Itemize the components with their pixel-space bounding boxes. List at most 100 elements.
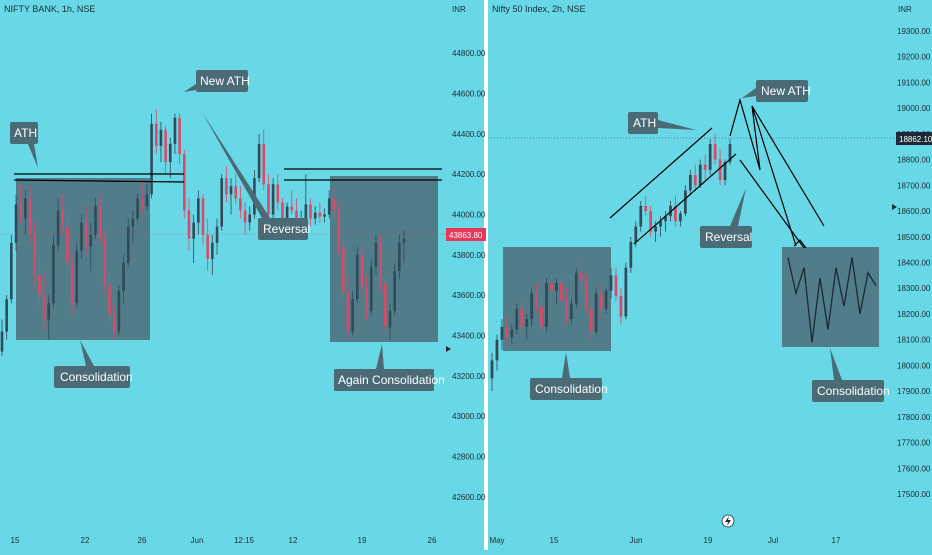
left-currency-label: INR <box>452 5 466 14</box>
candle <box>75 242 79 308</box>
callout-reversal-text: Reversal <box>263 222 310 236</box>
candle-body <box>42 295 46 320</box>
candle-body <box>150 123 153 195</box>
left-chart-title: NIFTY BANK, 1h, NSE <box>4 4 95 14</box>
candle <box>365 275 368 320</box>
candle <box>94 198 97 239</box>
candle <box>555 277 558 304</box>
callout-new-ath-right-text: New ATH <box>761 84 811 98</box>
candle-body <box>206 234 209 259</box>
candle-body <box>560 283 563 302</box>
candle <box>154 109 158 155</box>
projection-arrowhead <box>793 239 807 249</box>
candle <box>495 334 499 371</box>
candle <box>150 113 153 199</box>
callout-consolidation-left: Consolidation <box>54 340 133 388</box>
candle <box>500 319 504 351</box>
left-y-tick: 43800.00 <box>452 251 486 260</box>
candle <box>708 138 712 175</box>
left-candles <box>0 109 406 356</box>
candle <box>402 230 406 263</box>
candle <box>728 138 732 165</box>
right-x-tick: May <box>489 536 504 545</box>
right-scroll-marker-icon[interactable] <box>892 204 897 210</box>
candle-body <box>589 308 593 332</box>
candle <box>290 190 294 215</box>
again-consolidation-box <box>330 176 438 342</box>
candle-body <box>98 206 102 239</box>
callout-reversal: Reversal <box>202 112 310 240</box>
candle-body <box>248 214 252 223</box>
candle-body <box>183 154 186 211</box>
candle-body <box>540 306 543 327</box>
candle <box>565 288 568 325</box>
candle-body <box>639 205 643 227</box>
candle <box>183 149 186 219</box>
candle-body <box>126 226 130 263</box>
candle <box>614 267 618 302</box>
candle <box>33 222 37 286</box>
left-y-tick: 43200.00 <box>452 372 486 381</box>
left-x-tick: 26 <box>138 536 147 545</box>
right-x-tick: 19 <box>704 536 713 545</box>
candle-body <box>229 186 233 195</box>
callout-consolidation-right-1-text: Consolidation <box>535 382 608 396</box>
candle-body <box>192 222 195 239</box>
candle-body <box>285 206 289 219</box>
candle <box>604 288 608 314</box>
candle <box>61 194 65 235</box>
candle-body <box>674 205 677 222</box>
candle-body <box>131 218 135 227</box>
right-y-tick: 17500.00 <box>897 490 931 499</box>
candle-body <box>178 117 181 155</box>
candle-body <box>594 293 598 332</box>
left-x-axis: 15 22 26 Jun 12:15 12 19 26 <box>11 536 437 545</box>
right-x-tick: Jul <box>768 536 778 545</box>
candle-body <box>187 210 191 239</box>
candle <box>388 303 392 340</box>
candle <box>649 205 653 237</box>
candle-body <box>659 221 662 227</box>
candle-body <box>14 204 18 243</box>
nifty-bank-panel: NIFTY BANK, 1h, NSE INR 44800.00 44600.00… <box>0 4 486 545</box>
left-scroll-marker-icon[interactable] <box>446 346 451 352</box>
candle <box>525 313 529 340</box>
candle <box>0 319 4 356</box>
candle-body <box>388 311 392 328</box>
candle-body <box>728 144 732 163</box>
candle-body <box>103 238 107 286</box>
right-y-tick: 19100.00 <box>897 78 931 87</box>
callout-reversal-right: Reversal <box>700 188 752 248</box>
candle <box>318 202 322 223</box>
candle <box>98 194 102 245</box>
candle <box>42 271 46 330</box>
candle-body <box>332 198 336 211</box>
candle <box>145 184 149 211</box>
left-y-axis: 44800.00 44600.00 44400.00 44200.00 44000.00… <box>452 49 486 502</box>
candle-body <box>565 301 568 320</box>
left-y-tick: 44200.00 <box>452 170 486 179</box>
candle <box>234 174 238 205</box>
candle-body <box>369 266 373 312</box>
candle <box>609 267 613 299</box>
candle <box>168 137 172 179</box>
candle-body <box>281 202 284 219</box>
candle <box>560 275 563 309</box>
candle-body <box>365 287 368 312</box>
candle <box>211 234 214 276</box>
panel-divider <box>484 0 488 550</box>
candle-body <box>599 293 603 309</box>
candle <box>140 182 144 215</box>
right-y-tick: 18200.00 <box>897 310 931 319</box>
candle-body <box>609 275 613 291</box>
callout-again-consolidation-text: Again Consolidation <box>338 373 445 387</box>
candle <box>535 283 538 314</box>
candle-body <box>262 143 266 185</box>
candle-body <box>500 326 504 340</box>
candle-body <box>723 162 727 181</box>
candle-body <box>402 238 406 243</box>
consolidation-box-left <box>16 178 150 340</box>
right-chart-title: Nifty 50 Index, 2h, NSE <box>492 4 586 14</box>
candle-body <box>309 204 312 219</box>
candle <box>131 210 135 243</box>
